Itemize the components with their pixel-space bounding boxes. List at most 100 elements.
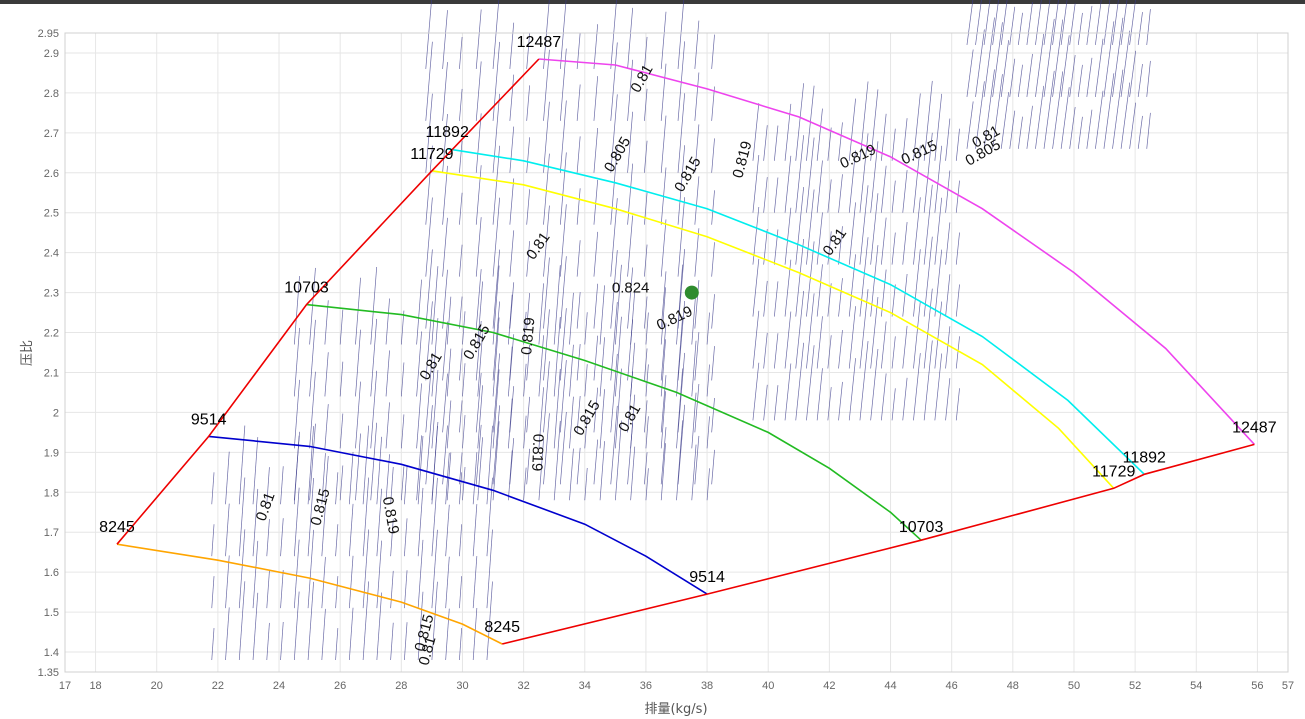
- contour-stroke: [644, 140, 648, 173]
- contour-stroke: [660, 391, 666, 449]
- contour-stroke: [1095, 90, 1104, 149]
- contour-stroke: [370, 266, 378, 345]
- contour-stroke: [576, 240, 581, 277]
- contour-stroke: [425, 145, 433, 225]
- contour-stroke: [431, 581, 438, 661]
- contour-stroke: [475, 424, 482, 485]
- contour-stroke: [553, 316, 561, 397]
- contour-stroke: [891, 232, 896, 265]
- contour-stroke: [706, 364, 710, 397]
- contour-stroke: [1009, 110, 1016, 149]
- contour-stroke: [838, 122, 843, 161]
- contour-stroke: [335, 576, 339, 609]
- contour-stroke: [816, 212, 823, 265]
- contour-stroke: [706, 312, 710, 345]
- contour-stroke: [816, 368, 823, 421]
- contour-stroke: [644, 88, 648, 121]
- contour-stroke: [509, 230, 515, 277]
- contour-stroke: [1069, 55, 1076, 97]
- contour-stroke: [838, 278, 843, 317]
- contour-stroke: [773, 281, 779, 317]
- y-tick-label: 2.7: [44, 128, 59, 140]
- contour-stroke: [390, 518, 394, 557]
- contour-stroke: [1146, 112, 1151, 149]
- contour-stroke: [593, 231, 599, 277]
- contour-stroke: [676, 368, 683, 449]
- contour-stroke: [1129, 0, 1136, 46]
- contour-stroke: [848, 98, 856, 161]
- contour-stroke: [509, 438, 515, 485]
- contour-stroke: [913, 197, 921, 265]
- contour-stroke: [404, 570, 408, 609]
- contour-stroke: [891, 128, 896, 161]
- contour-stroke: [1052, 19, 1064, 97]
- contour-stroke: [445, 608, 450, 661]
- contour-stroke: [442, 269, 448, 329]
- contour-stroke: [711, 86, 715, 121]
- contour-stroke: [902, 273, 908, 317]
- contour-stroke: [576, 84, 581, 121]
- contour-stroke: [1095, 0, 1102, 46]
- contour-stroke: [526, 241, 530, 277]
- contour-stroke: [370, 318, 378, 397]
- contour-stroke: [891, 180, 896, 213]
- efficiency-label: 0.815: [460, 322, 493, 363]
- x-tick-label: 18: [89, 680, 101, 692]
- contour-stroke: [526, 85, 530, 121]
- grid: [64, 32, 1289, 673]
- axes: 17 18 20 22 24 26 28 30 32 34 36 38 40 42 44 46 48 50 52 54…: [38, 28, 1295, 692]
- contour-stroke: [559, 100, 567, 173]
- contour-stroke: [459, 88, 463, 121]
- contour-stroke: [431, 529, 438, 609]
- contour-stroke: [859, 237, 869, 317]
- contour-stroke: [711, 294, 715, 329]
- contour-stroke: [706, 416, 710, 449]
- x-tick-label: 34: [579, 680, 591, 692]
- contour-stroke: [335, 628, 339, 661]
- contour-stroke: [309, 423, 316, 501]
- contour-stroke: [492, 197, 500, 277]
- contour-stroke: [475, 217, 482, 277]
- contour-stroke: [462, 415, 466, 449]
- contour-stroke: [492, 369, 500, 449]
- contour-stroke: [1129, 102, 1137, 149]
- contour-stroke: [266, 570, 270, 609]
- efficiency-label: 0.819: [729, 139, 755, 180]
- contour-stroke: [660, 63, 667, 121]
- contour-stroke: [1146, 8, 1151, 46]
- contour-stroke: [677, 0, 685, 69]
- efficiency-label: 0.81: [615, 401, 644, 435]
- contour-stroke: [362, 529, 370, 609]
- contour-stroke: [711, 346, 715, 381]
- contour-stroke: [630, 394, 636, 449]
- contour-stroke: [593, 127, 599, 173]
- contour-stroke: [1112, 17, 1124, 97]
- contour-stroke: [694, 332, 700, 381]
- contour-stroke: [694, 72, 700, 121]
- contour-stroke: [691, 340, 697, 397]
- contour-stroke: [492, 405, 500, 485]
- contour-stroke: [442, 425, 448, 485]
- contour-stroke: [309, 371, 316, 449]
- contour-stroke: [584, 364, 588, 397]
- contour-stroke: [576, 136, 581, 173]
- contour-stroke: [425, 197, 433, 277]
- contour-stroke: [238, 425, 246, 505]
- contour-stroke: [610, 250, 618, 329]
- contour-stroke: [711, 242, 715, 277]
- contour-stroke: [526, 344, 530, 381]
- contour-stroke: [425, 301, 433, 381]
- contour-stroke: [431, 318, 439, 397]
- contour-stroke: [816, 108, 823, 161]
- surge-line: [116, 58, 540, 545]
- contour-stroke: [773, 385, 779, 421]
- contour-stroke: [472, 607, 478, 661]
- contour-stroke: [459, 296, 463, 329]
- contour-stroke: [677, 352, 686, 433]
- contour-stroke: [404, 466, 408, 505]
- efficiency-label: 0.81: [416, 635, 440, 668]
- contour-stroke: [1043, 18, 1055, 97]
- contour-stroke: [538, 283, 544, 345]
- contour-stroke: [280, 466, 284, 505]
- contour-stroke: [784, 311, 792, 369]
